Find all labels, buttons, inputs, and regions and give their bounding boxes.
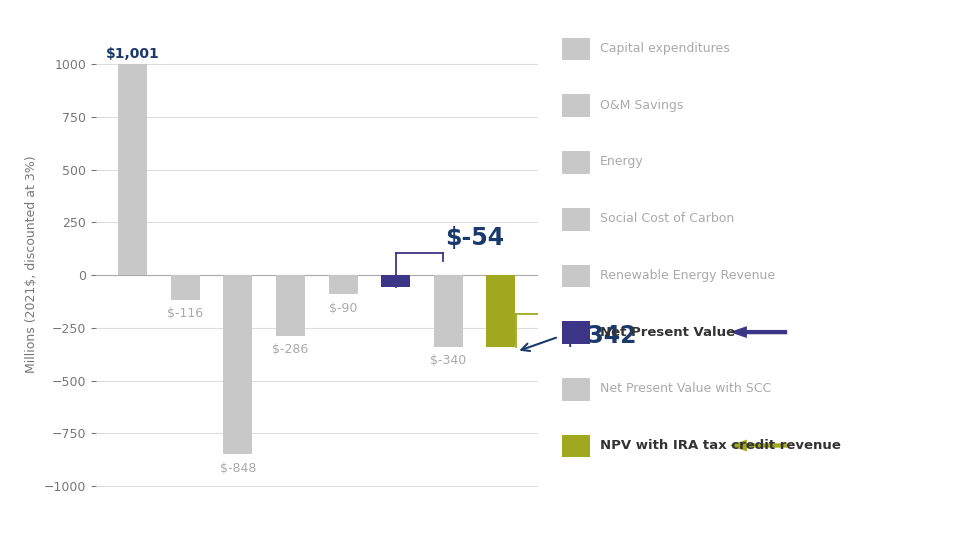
- Bar: [276, 275, 305, 335]
- Bar: [171, 275, 200, 300]
- Bar: [487, 275, 516, 347]
- Text: Capital expenditures: Capital expenditures: [600, 42, 730, 55]
- Text: $-54: $-54: [445, 226, 505, 250]
- Text: $-90: $-90: [329, 301, 357, 314]
- Text: $-286: $-286: [273, 343, 308, 356]
- Text: $-342: $-342: [562, 324, 636, 348]
- Text: Renewable Energy Revenue: Renewable Energy Revenue: [600, 269, 775, 282]
- Text: O&M Savings: O&M Savings: [600, 99, 684, 112]
- Bar: [118, 64, 147, 275]
- Text: $-340: $-340: [430, 354, 467, 367]
- Bar: [434, 275, 463, 347]
- Bar: [224, 275, 252, 454]
- Bar: [328, 275, 357, 294]
- Text: Net Present Value with SCC: Net Present Value with SCC: [600, 382, 771, 395]
- Text: $-116: $-116: [167, 307, 204, 320]
- Bar: [381, 275, 410, 287]
- Text: Social Cost of Carbon: Social Cost of Carbon: [600, 212, 734, 225]
- Text: NPV with IRA tax credit revenue: NPV with IRA tax credit revenue: [600, 439, 841, 452]
- Y-axis label: Millions (2021$, discounted at 3%): Millions (2021$, discounted at 3%): [25, 156, 38, 374]
- Text: $1,001: $1,001: [106, 46, 159, 60]
- Text: $-848: $-848: [220, 462, 256, 475]
- Text: Net Present Value: Net Present Value: [600, 326, 735, 339]
- Text: Energy: Energy: [600, 156, 644, 168]
